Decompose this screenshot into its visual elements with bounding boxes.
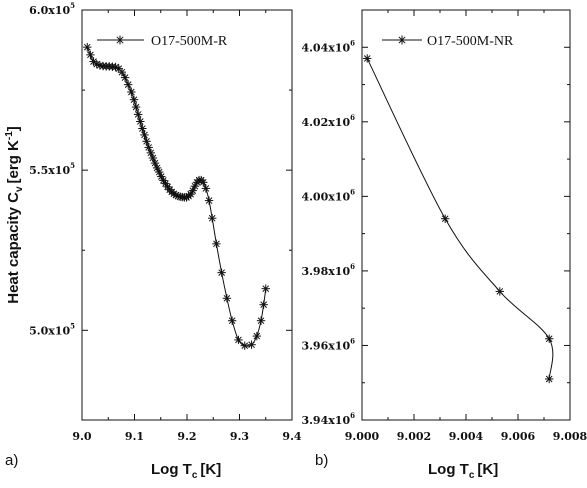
panel-a-data-point xyxy=(138,124,147,133)
panel-b-ytick-label: 3.98x106 xyxy=(301,262,355,278)
panel-a-xtick-label: 9.3 xyxy=(230,430,249,443)
panel-b-legend-label: O17-500M-NR xyxy=(427,34,514,49)
panel-a-data-point xyxy=(129,95,139,104)
panel-a-data-point xyxy=(150,158,160,168)
panel-a-series xyxy=(83,42,270,350)
panel-b-series xyxy=(363,54,554,384)
panel-a-ylabel: Heat capacity Cv[erg K-1] xyxy=(4,126,25,304)
panel-a-data-point xyxy=(252,331,262,341)
panel-a-data-point xyxy=(133,110,143,119)
panel-b-xtick-label: 9.008 xyxy=(553,430,587,443)
panel-a-data-point xyxy=(140,130,149,140)
panel-a-data-point xyxy=(222,294,232,303)
panel-a-data-point xyxy=(227,316,237,325)
panel-a-data-point xyxy=(83,42,92,52)
panel-a-ytick-label: 5.0x105 xyxy=(29,321,75,337)
panel-a-data-point xyxy=(234,335,243,345)
panel-a-data-point xyxy=(136,117,145,126)
panel-a-xtick-label: 9.0 xyxy=(72,430,91,443)
panel-a-data-point xyxy=(120,73,130,82)
panel-a-data-point xyxy=(212,239,221,249)
panel-a-ticks: 9.0 9.1 9.2 9.3 9.4 5.0x105 5.5x105 6.0x105 xyxy=(29,1,302,443)
panel-a-data-point xyxy=(127,87,136,97)
panel-a-data-point xyxy=(247,340,256,349)
panel-a-xlabel: Log Tc [K] xyxy=(151,461,221,481)
panel-a-data-point xyxy=(131,102,141,112)
panel-b: 9.000 9.002 9.004 9.006 9.008 3.94x106 3.96x10… xyxy=(301,9,587,481)
panel-a-data-point xyxy=(199,178,208,187)
panel-b-series-line xyxy=(366,58,554,380)
panel-b-tag: b) xyxy=(315,452,328,469)
panel-a-legend: O17-500M-R xyxy=(97,34,228,49)
panel-a-legend-marker xyxy=(115,35,125,45)
panel-a-legend-label: O17-500M-R xyxy=(151,34,228,49)
panel-b-legend-asterisk xyxy=(397,35,407,45)
panel-b-ytick-label: 4.02x106 xyxy=(301,113,355,129)
panel-a-xtick-label: 9.2 xyxy=(177,430,196,443)
panel-a-data-point xyxy=(217,268,226,277)
panel-a-data-point xyxy=(142,137,151,146)
panel-b-xtick-label: 9.004 xyxy=(449,430,484,443)
panel-a-xtick-label: 9.4 xyxy=(282,430,301,443)
panel-a-tag: a) xyxy=(5,452,18,469)
panel-a-data-point xyxy=(86,50,95,60)
panel-b-xtick-label: 9.000 xyxy=(345,430,380,443)
panel-b-xlabel: Log Tc [K] xyxy=(428,461,498,481)
panel-b-ytick-label: 3.94x106 xyxy=(301,411,355,427)
panel-a: 9.0 9.1 9.2 9.3 9.4 5.0x105 5.5x105 6.0x105 O17… xyxy=(4,1,302,481)
panel-b-legend: O17-500M-NR xyxy=(382,34,514,49)
panel-a-ytick-label: 6.0x105 xyxy=(29,1,75,17)
panel-a-data-point xyxy=(186,189,195,199)
panel-b-ytick-label: 4.00x106 xyxy=(301,187,355,203)
panel-b-ytick-label: 3.96x106 xyxy=(301,336,355,352)
panel-a-ytick-label: 5.5x105 xyxy=(29,161,75,177)
panel-b-data-point xyxy=(441,214,450,223)
panel-a-data-point xyxy=(208,214,217,223)
panel-a-data-point xyxy=(261,284,270,293)
panel-b-xtick-label: 9.006 xyxy=(501,430,536,443)
panel-a-data-point xyxy=(256,316,266,325)
panel-b-ytick-label: 4.04x106 xyxy=(301,38,355,54)
panel-a-xtick-label: 9.1 xyxy=(125,430,144,443)
panel-a-data-point xyxy=(240,341,249,350)
panel-a-data-point xyxy=(124,80,133,89)
panel-b-ticks: 9.000 9.002 9.004 9.006 9.008 3.94x106 3.96x10… xyxy=(301,10,587,443)
panel-b-data-point xyxy=(363,54,372,63)
panel-b-data-point xyxy=(545,334,554,343)
panel-a-data-point xyxy=(201,184,211,193)
panel-b-xtick-label: 9.002 xyxy=(397,430,431,443)
panel-b-legend-marker xyxy=(397,35,407,45)
panel-a-legend-asterisk xyxy=(115,35,125,45)
panel-b-data-point xyxy=(545,374,554,384)
panel-a-data-point xyxy=(204,196,214,205)
panel-b-data-point xyxy=(495,287,504,296)
panel-a-data-point xyxy=(259,300,268,309)
